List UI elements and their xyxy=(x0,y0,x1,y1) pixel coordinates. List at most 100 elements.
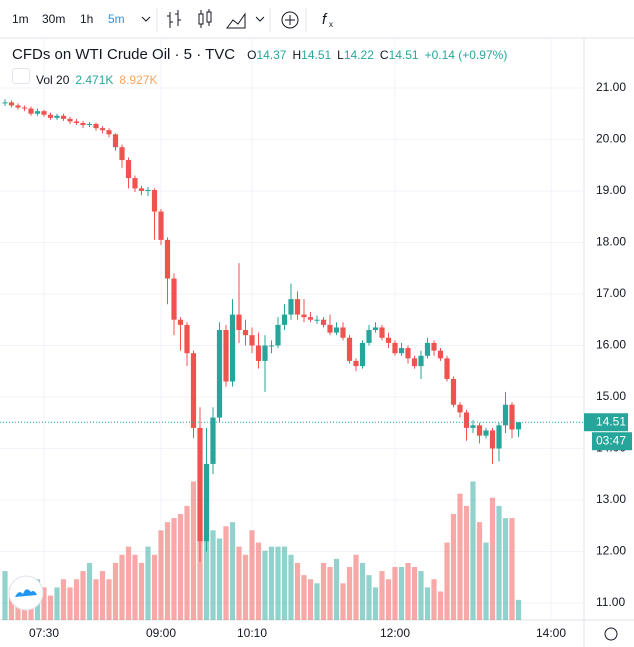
candle-body xyxy=(190,353,197,428)
candle-body xyxy=(450,378,457,405)
volume-bar xyxy=(106,579,112,620)
candle-body xyxy=(353,360,359,367)
interval-button[interactable]: 30m xyxy=(42,12,65,26)
candle-body xyxy=(203,463,210,542)
indicators-icon[interactable]: f xyxy=(322,11,328,28)
bars-icon[interactable] xyxy=(167,10,181,28)
volume-bar xyxy=(223,526,229,620)
candle-body xyxy=(255,345,262,361)
volume-bar xyxy=(236,546,242,620)
volume-bar xyxy=(502,518,509,620)
volume-bar xyxy=(294,562,301,620)
y-tick-label: 11.00 xyxy=(596,595,625,609)
candle-body xyxy=(125,160,132,179)
x-tick-label: 12:00 xyxy=(380,626,410,640)
candle-body xyxy=(158,211,164,240)
dropdown-icon[interactable] xyxy=(141,16,151,22)
ohlc-label: C xyxy=(379,48,389,62)
volume-bar xyxy=(307,579,314,620)
volume-bar xyxy=(73,579,80,620)
volume-bar xyxy=(320,562,327,620)
interval-button[interactable]: 5m xyxy=(108,12,125,26)
x-tick-label: 14:00 xyxy=(536,626,566,640)
last-price-label: 14.51 xyxy=(596,414,626,428)
volume-label: Vol 20 xyxy=(36,73,70,87)
volume-bar xyxy=(366,575,372,620)
candle-body xyxy=(301,314,307,318)
volume-bar xyxy=(437,591,444,620)
volume-bar xyxy=(489,497,496,620)
candle-body xyxy=(268,345,275,347)
volume-bar xyxy=(229,522,236,620)
candle-body xyxy=(424,342,431,356)
volume-bar xyxy=(385,579,392,620)
candle-body xyxy=(54,115,60,118)
candle-body xyxy=(2,102,8,104)
candle-body xyxy=(86,124,93,126)
compare-icon[interactable] xyxy=(281,11,299,29)
candle-body xyxy=(359,342,366,367)
candle-body xyxy=(340,327,346,338)
collapse-button[interactable] xyxy=(12,68,30,84)
candle-body xyxy=(138,188,145,191)
candle-body xyxy=(463,412,470,428)
volume-bar xyxy=(424,587,431,620)
candle-body xyxy=(392,342,398,354)
volume-bar xyxy=(60,579,67,620)
volume-bar xyxy=(314,583,320,620)
candle-body xyxy=(327,324,333,333)
candle-body xyxy=(457,404,463,413)
y-tick-label: 20.00 xyxy=(596,132,626,146)
y-tick-label: 18.00 xyxy=(596,235,626,249)
candle-body xyxy=(333,327,340,333)
volume-bar xyxy=(158,530,164,620)
settings-icon[interactable] xyxy=(604,627,618,641)
candle-body xyxy=(164,239,171,279)
candle-body xyxy=(483,430,489,436)
volume-bar xyxy=(470,481,476,620)
volume-bar xyxy=(132,554,138,620)
volume-bar xyxy=(392,567,398,620)
ohlc-label: L xyxy=(337,48,344,62)
indicators-icon[interactable]: x xyxy=(329,20,333,29)
candle-body xyxy=(288,299,294,315)
volume-bar xyxy=(210,530,216,620)
candle-body xyxy=(15,105,21,108)
candle-body xyxy=(385,337,392,343)
volume-bar xyxy=(418,571,424,620)
candle-body xyxy=(379,327,385,338)
candle-body xyxy=(411,358,418,367)
candles-icon[interactable] xyxy=(198,9,212,28)
volume-bar xyxy=(268,546,275,620)
volume-layer xyxy=(2,481,522,620)
y-tick-label: 15.00 xyxy=(596,389,626,403)
volume-bar xyxy=(301,575,307,620)
volume-bar xyxy=(171,518,177,620)
candle-body xyxy=(405,348,411,359)
volume-bar xyxy=(476,522,483,620)
candle-body xyxy=(314,319,320,321)
area-icon[interactable] xyxy=(226,12,246,29)
interval-button[interactable]: 1h xyxy=(80,12,93,26)
candle-body xyxy=(236,314,242,331)
candle-body xyxy=(366,330,372,343)
candle-body xyxy=(132,178,138,189)
interval-button[interactable]: 1m xyxy=(12,12,29,26)
candle-body xyxy=(60,115,67,119)
volume-bar xyxy=(262,550,268,620)
candle-body xyxy=(112,134,119,148)
candle-body xyxy=(119,147,125,161)
countdown-box xyxy=(592,432,632,451)
candle-body xyxy=(346,337,353,361)
candle-body xyxy=(509,404,515,430)
dropdown-icon[interactable] xyxy=(255,16,265,22)
candle-body xyxy=(281,314,288,325)
candle-body xyxy=(431,342,437,351)
volume-bar xyxy=(242,554,249,620)
x-tick-label: 09:00 xyxy=(146,626,176,640)
volume-bar xyxy=(190,481,197,620)
candle-body xyxy=(294,299,301,315)
logo xyxy=(15,589,37,597)
candle-body xyxy=(229,314,236,382)
volume-bar xyxy=(216,538,223,620)
